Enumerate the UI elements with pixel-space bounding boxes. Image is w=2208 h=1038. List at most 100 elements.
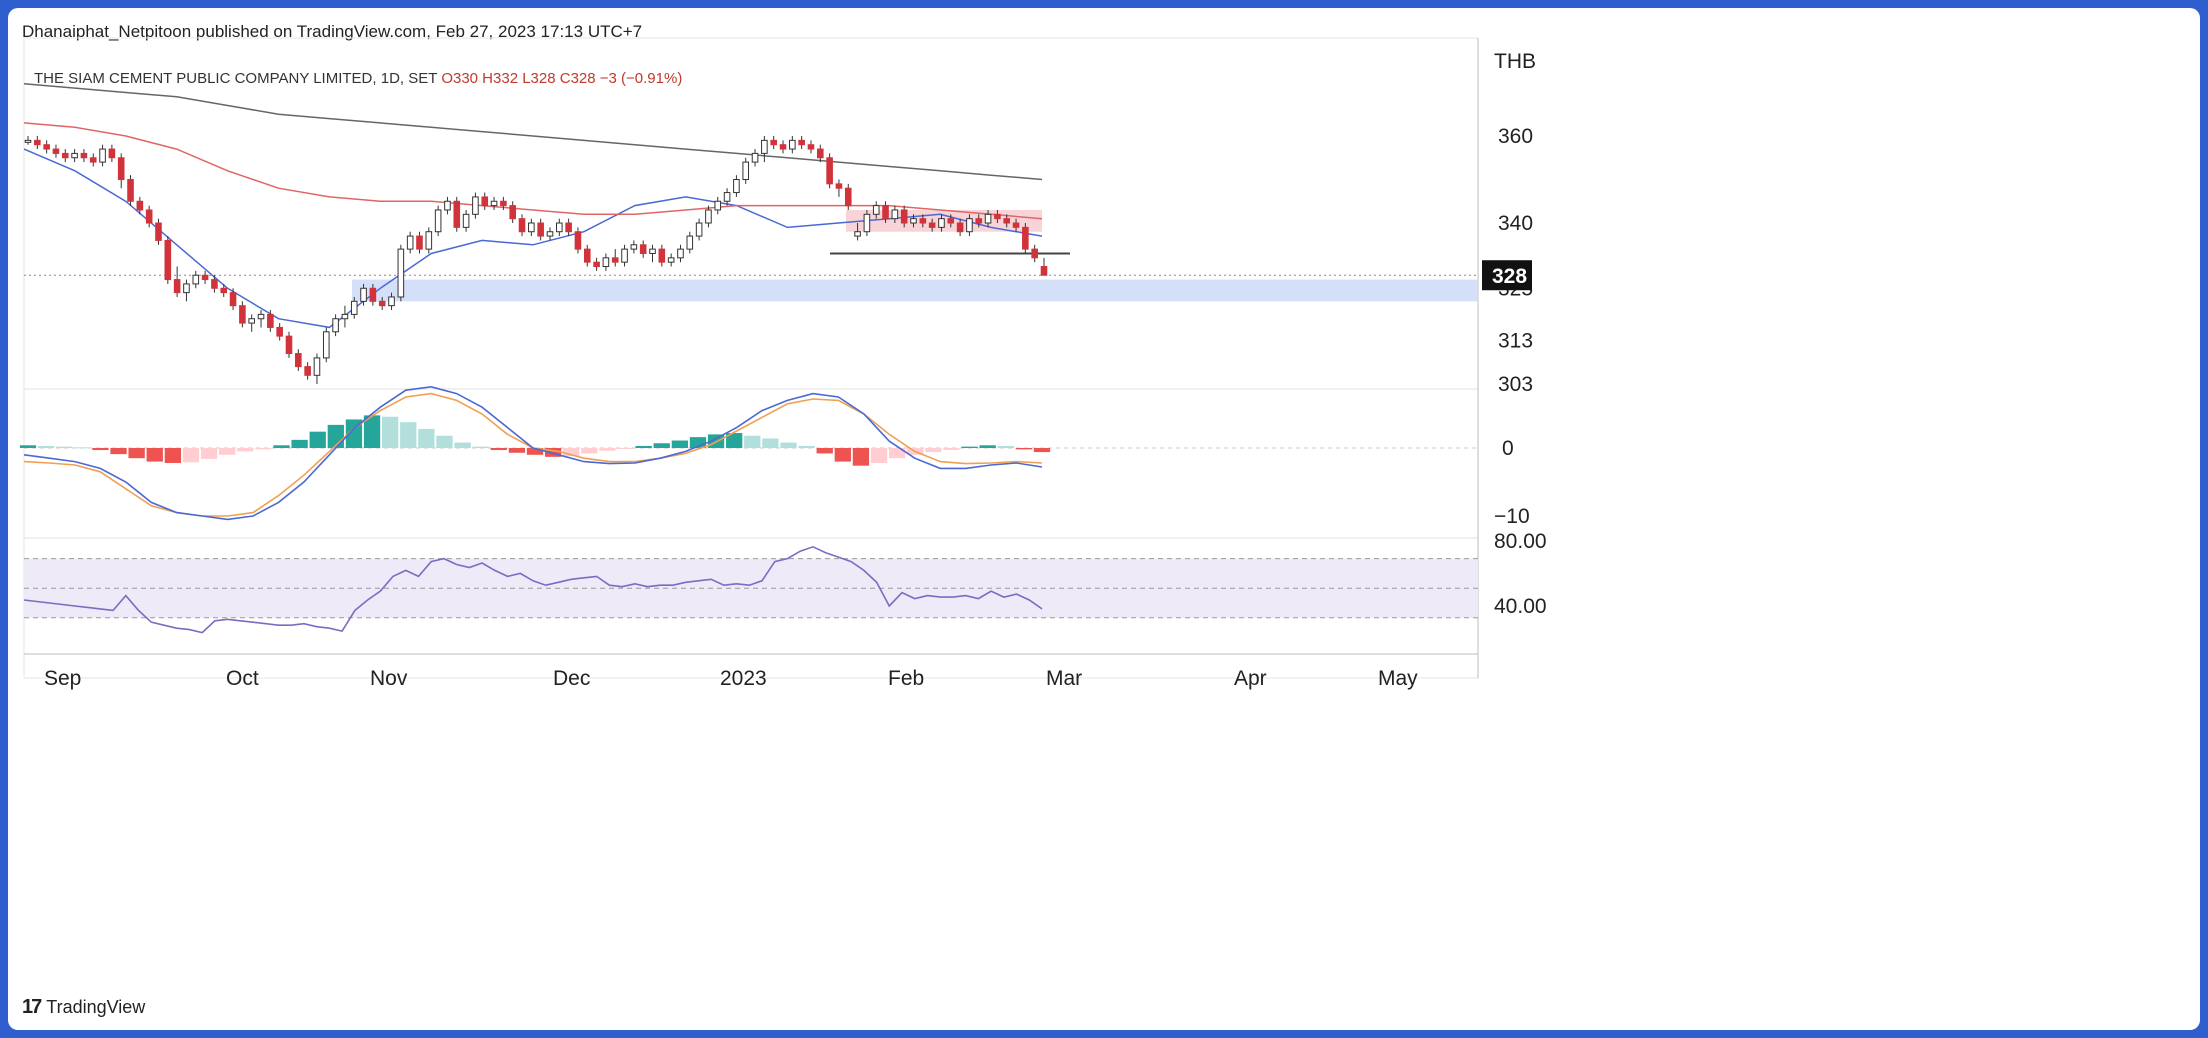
- candle: [201, 270, 209, 284]
- candle-body: [910, 218, 917, 224]
- candle-body: [34, 139, 41, 146]
- candle: [863, 209, 871, 237]
- candle: [136, 196, 144, 215]
- candle: [276, 323, 283, 341]
- candle-body: [24, 139, 32, 143]
- candle: [34, 136, 41, 150]
- candle: [183, 279, 190, 302]
- macd-histogram-bar: [381, 416, 399, 448]
- candle: [583, 244, 591, 267]
- candle: [602, 253, 610, 271]
- candle: [919, 214, 927, 228]
- macd-histogram-bar: [56, 446, 73, 448]
- candle: [779, 140, 787, 154]
- candle: [444, 196, 451, 215]
- candle-body: [369, 287, 377, 302]
- macd-histogram-bar: [943, 448, 960, 451]
- candle-body: [984, 213, 992, 224]
- candle: [966, 214, 973, 237]
- candle: [1022, 223, 1029, 254]
- candle: [956, 218, 964, 237]
- chart-canvas[interactable]: THB3603403253133033280−1080.0040.00SepOc…: [8, 8, 2200, 1030]
- candle-body: [136, 200, 144, 211]
- macd-histogram-bar: [581, 448, 598, 454]
- rsi-tick-label: 80.00: [1494, 530, 1547, 553]
- macd-histogram-bar: [689, 437, 707, 448]
- candle-body: [1040, 266, 1048, 276]
- time-tick-label: Sep: [44, 667, 81, 690]
- candle: [658, 244, 666, 267]
- candle-body: [714, 200, 722, 211]
- macd-histogram-bar: [726, 433, 743, 448]
- candle: [947, 214, 955, 228]
- candle-body: [108, 148, 116, 159]
- candle-body: [639, 244, 647, 254]
- candle: [397, 244, 405, 302]
- candle-body: [863, 213, 871, 233]
- candle-body: [304, 366, 311, 376]
- candle: [565, 218, 572, 237]
- macd-histogram-bar: [635, 445, 652, 448]
- candle: [686, 231, 694, 254]
- moving-average-line-3: [23, 83, 1043, 181]
- macd-histogram-bar: [852, 448, 870, 466]
- candle-body: [723, 192, 731, 202]
- candle-body: [947, 218, 955, 224]
- candle-body: [127, 179, 134, 202]
- macd-histogram-bar: [816, 448, 833, 454]
- candle-body: [248, 318, 256, 324]
- candle: [826, 153, 833, 189]
- candle: [127, 175, 134, 206]
- candle-body: [593, 261, 600, 268]
- macd-tick-label: −10: [1494, 505, 1530, 528]
- macd-histogram-bar: [997, 445, 1014, 448]
- macd-histogram-bar: [454, 442, 471, 448]
- candle-body: [61, 152, 69, 159]
- candle: [1040, 257, 1048, 276]
- candle: [257, 310, 265, 328]
- candle: [378, 296, 386, 311]
- candle: [360, 283, 367, 306]
- macd-histogram-bar: [1015, 448, 1033, 450]
- macd-histogram-bar: [925, 448, 942, 453]
- candle: [789, 136, 796, 154]
- tradingview-logo[interactable]: 17 TradingView: [22, 996, 145, 1019]
- candle: [52, 144, 60, 158]
- macd-histogram-bar: [834, 448, 851, 462]
- candle-body: [528, 222, 535, 233]
- candle: [798, 136, 805, 150]
- candle: [388, 292, 395, 311]
- macd-histogram-bar: [418, 428, 435, 448]
- candle: [80, 149, 88, 163]
- candle-body: [565, 222, 572, 233]
- candle: [341, 305, 349, 328]
- candle-body: [397, 248, 405, 298]
- macd-histogram-bar: [110, 448, 127, 455]
- candle-body: [686, 235, 694, 250]
- time-tick-label: Mar: [1046, 667, 1082, 690]
- candle-body: [462, 213, 470, 228]
- candle-body: [341, 313, 349, 320]
- price-tick-label: 313: [1498, 329, 1533, 352]
- candle-body: [173, 279, 181, 294]
- candle-body: [546, 231, 554, 237]
- candle: [984, 209, 992, 228]
- time-tick-label: Apr: [1234, 667, 1267, 690]
- macd-histogram-bar: [237, 448, 254, 452]
- candle: [928, 218, 936, 232]
- candle: [611, 249, 619, 267]
- moving-average-line-2: [23, 122, 1043, 220]
- moving-average-line-1: [23, 148, 1043, 329]
- macd-histogram-bar: [400, 422, 417, 448]
- candle-body: [798, 139, 805, 146]
- candle-body: [1003, 218, 1011, 224]
- candle-body: [472, 196, 479, 215]
- candle-body: [257, 313, 265, 320]
- symbol-name: THE SIAM CEMENT PUBLIC COMPANY LIMITED, …: [34, 70, 438, 87]
- candle-body: [677, 248, 684, 259]
- candle-body: [966, 218, 973, 233]
- candle: [89, 153, 97, 167]
- candle-body: [816, 148, 824, 159]
- macd-histogram-bar: [309, 431, 326, 448]
- candle: [844, 183, 852, 210]
